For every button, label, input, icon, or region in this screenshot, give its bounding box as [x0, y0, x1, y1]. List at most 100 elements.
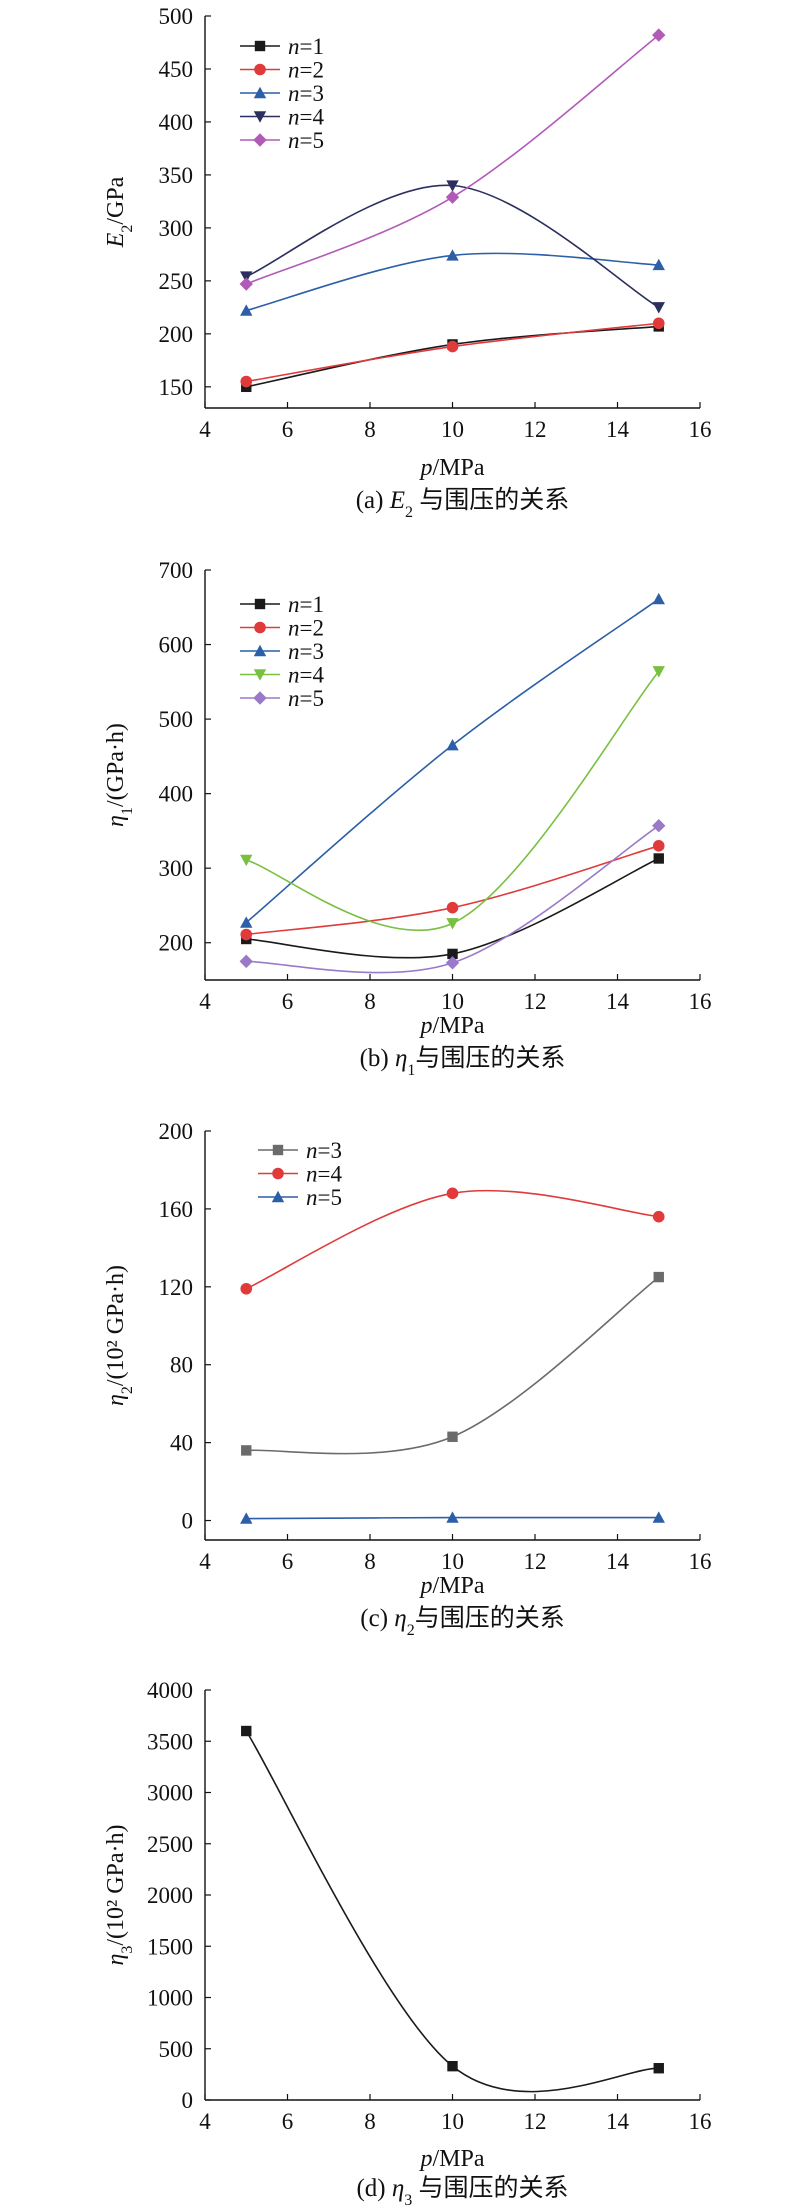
y-tick-label: 1500: [147, 1934, 193, 1959]
legend-marker: [272, 1144, 284, 1156]
data-point: [652, 258, 665, 271]
figure-caption: (c) η2与围压的关系: [360, 1604, 564, 1639]
y-tick-label: 2000: [147, 1883, 193, 1908]
data-point: [652, 28, 666, 42]
data-point: [652, 302, 665, 314]
legend-label: n=5: [288, 686, 324, 711]
x-tick-label: 14: [606, 2109, 630, 2134]
x-tick-label: 12: [524, 1549, 547, 1574]
x-tick-label: 14: [606, 989, 630, 1014]
data-point: [240, 375, 253, 388]
data-point: [446, 1187, 459, 1200]
figure-caption: (d) η3 与围压的关系: [356, 2174, 568, 2208]
data-point: [240, 304, 253, 316]
legend-marker: [272, 1167, 284, 1180]
legend: n=1n=2n=3n=4n=5: [240, 34, 324, 153]
chart-panel-a: 150 200 250 300 350 400 450 500 4 6 8 10 12 14 16 p/MPa…: [103, 4, 712, 521]
x-tick-label: 10: [441, 2109, 464, 2134]
x-tick-label: 16: [689, 1549, 712, 1574]
x-tick-label: 4: [199, 417, 211, 442]
figure-caption: (b) η1与围压的关系: [360, 1044, 566, 1079]
y-tick-label: 500: [159, 707, 194, 732]
y-tick-label: 300: [159, 856, 194, 881]
data-point: [241, 1725, 252, 1737]
series-line: [245, 1730, 659, 2093]
legend-marker: [254, 598, 266, 610]
data-point: [240, 854, 253, 867]
data-point: [652, 1511, 665, 1523]
data-point: [240, 271, 253, 283]
y-axis-label: E2/GPa: [103, 176, 136, 248]
x-tick-label: 8: [364, 989, 376, 1014]
data-point: [447, 1431, 458, 1442]
legend: n=1n=2n=3n=4n=5: [240, 592, 324, 711]
legend-marker: [253, 691, 267, 705]
data-point: [445, 956, 460, 970]
data-point: [652, 818, 666, 833]
legend-marker: [254, 40, 266, 52]
y-tick-label: 300: [159, 216, 194, 241]
legend-label: n=5: [306, 1185, 342, 1210]
x-tick-label: 10: [441, 1549, 464, 1574]
legend-label: n=1: [288, 34, 324, 59]
legend-label: n=2: [288, 58, 324, 83]
data-point: [447, 948, 458, 960]
legend-label: n=1: [288, 592, 324, 617]
x-tick-label: 8: [364, 417, 376, 442]
y-tick-label: 80: [170, 1353, 193, 1378]
legend-marker: [253, 644, 267, 657]
x-tick-label: 4: [199, 989, 211, 1014]
y-tick-label: 1000: [147, 1986, 193, 2011]
data-point: [652, 317, 665, 330]
legend-marker: [253, 86, 267, 99]
data-point: [239, 277, 253, 291]
legend-marker: [253, 669, 267, 681]
data-point: [446, 901, 459, 914]
data-point: [240, 928, 253, 941]
x-axis-label: p/MPa: [418, 2146, 484, 2172]
legend-label: n=2: [288, 616, 324, 641]
y-tick-label: 350: [159, 163, 194, 188]
series-line-n3: [246, 1276, 660, 1455]
data-point: [652, 840, 665, 852]
data-point: [445, 190, 460, 204]
y-tick-label: 200: [159, 931, 194, 956]
series-line-n4: [246, 670, 660, 931]
y-tick-label: 500: [159, 4, 194, 29]
y-tick-label: 700: [159, 558, 194, 583]
data-point: [652, 592, 665, 605]
chart-panel-d: 0 500 1000 1500 2000 2500 3000 3500 4000 4 6 8 10 12 1…: [103, 1678, 712, 2208]
legend-label: n=4: [306, 1162, 342, 1187]
y-axis-label: η2/(10² GPa·h): [103, 1265, 136, 1406]
data-point: [240, 1282, 253, 1295]
y-tick-label: 400: [159, 782, 194, 807]
x-tick-label: 16: [689, 989, 712, 1014]
x-axis-label: p/MPa: [418, 455, 484, 481]
y-axis-label: η3/(10² GPa·h): [103, 1824, 136, 1965]
legend-marker: [254, 63, 266, 76]
x-axis-label: p/MPa: [418, 1573, 484, 1599]
data-point: [446, 918, 459, 930]
y-tick-label: 3500: [147, 1729, 193, 1754]
legend-marker: [253, 133, 267, 147]
y-tick-label: 500: [159, 2037, 194, 2062]
y-tick-label: 200: [159, 322, 194, 347]
x-tick-label: 6: [282, 1549, 294, 1574]
x-tick-label: 16: [689, 417, 712, 442]
y-tick-label: 40: [170, 1431, 193, 1456]
x-tick-label: 16: [689, 2109, 712, 2134]
legend: n=3n=4n=5: [258, 1138, 342, 1210]
data-point: [446, 340, 459, 353]
data-point: [446, 249, 459, 261]
y-tick-label: 450: [159, 57, 194, 82]
data-point: [446, 1511, 459, 1523]
data-point: [653, 2063, 664, 2074]
x-tick-label: 10: [441, 989, 464, 1014]
y-tick-label: 4000: [147, 1678, 193, 1703]
legend-label: n=3: [306, 1138, 342, 1163]
data-point: [652, 1210, 665, 1223]
x-tick-label: 12: [524, 417, 547, 442]
legend-label: n=5: [288, 128, 324, 153]
chart-panel-c: 0 40 80 120 160 200 4 6 8 10 12 14 16 p/MPa η2/(10² GP…: [103, 1119, 712, 1639]
